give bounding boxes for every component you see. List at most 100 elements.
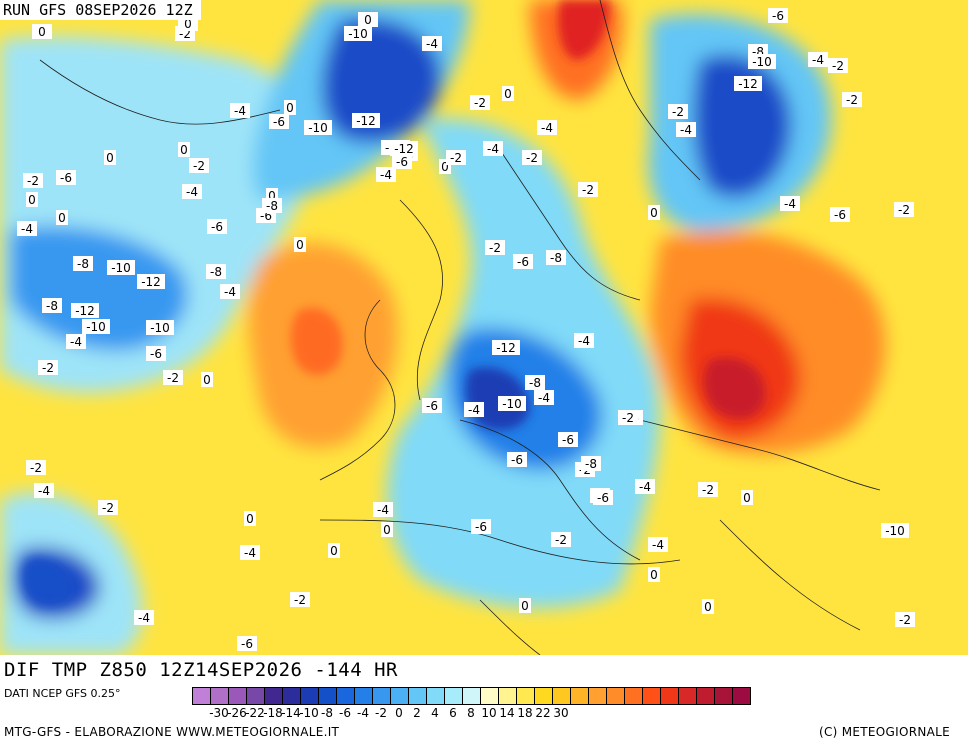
value-label: 0 [381,522,393,537]
value-label: 0 [702,599,714,614]
svg-text:0: 0 [203,373,211,387]
value-label: 0 [648,205,660,220]
svg-text:-12: -12 [75,304,95,318]
value-label: -4 [34,483,54,498]
value-label: -2 [698,482,718,497]
value-label: -4 [220,284,240,299]
anomaly-cores [22,0,766,605]
scale-tick-label: -10 [299,706,319,720]
scale-swatch [643,687,661,705]
value-label: -2 [98,500,118,515]
scale-tick-label: 22 [535,706,551,720]
data-source-label: DATI NCEP GFS 0.25° [4,687,121,700]
svg-text:-2: -2 [672,105,684,119]
value-label: -4 [537,120,557,135]
scale-tick-label: 8 [467,706,475,720]
value-label: -12 [352,113,380,128]
value-label: -2 [618,410,638,425]
value-label: -10 [498,396,526,411]
svg-text:-2: -2 [102,501,114,515]
svg-text:-2: -2 [702,483,714,497]
scale-tick-label: 30 [553,706,569,720]
value-label: -2 [290,592,310,607]
color-scale [192,687,751,705]
svg-text:-6: -6 [241,637,253,651]
value-label: -8 [206,264,226,279]
value-label: -4 [574,333,594,348]
svg-text:-6: -6 [511,453,523,467]
value-label: -2 [485,240,505,255]
value-label: -8 [262,198,282,213]
scale-swatch [733,687,751,705]
svg-text:-8: -8 [77,257,89,271]
svg-text:-6: -6 [562,433,574,447]
svg-text:-4: -4 [244,546,256,560]
value-label: -6 [513,254,533,269]
svg-text:0: 0 [383,523,391,537]
color-scale-ticks: -30 -26 -22 -18 -14 -10 -8 -6 -4 -2 0 2 4 6 8 10 14 18 22 3… [192,706,968,722]
value-label: 0 [519,598,531,613]
svg-text:-2: -2 [42,361,54,375]
scale-swatch [193,687,211,705]
value-label: -2 [842,92,862,107]
value-label: -4 [676,122,696,137]
run-label: RUN GFS 08SEP2026 12Z [0,0,201,20]
svg-text:0: 0 [286,101,294,115]
scale-swatch [391,687,409,705]
svg-text:-2: -2 [898,203,910,217]
svg-text:-2: -2 [622,411,634,425]
svg-text:-8: -8 [266,199,278,213]
value-label: -4 [808,52,828,67]
svg-text:-10: -10 [111,261,131,275]
value-label: -6 [507,452,527,467]
svg-text:-2: -2 [30,461,42,475]
value-label: -6 [471,519,491,534]
value-label: 0 [741,490,753,505]
value-label: -4 [780,196,800,211]
value-label: -6 [558,432,578,447]
value-label: 0 [502,86,514,101]
svg-text:0: 0 [704,600,712,614]
svg-text:0: 0 [28,193,36,207]
svg-text:-10: -10 [86,320,106,334]
scale-swatch [679,687,697,705]
svg-text:-4: -4 [652,538,664,552]
value-label: -10 [748,54,776,69]
value-label: 0 [201,372,213,387]
svg-text:0: 0 [106,151,114,165]
scale-tick-label: -30 [209,706,229,720]
svg-text:0: 0 [330,544,338,558]
scale-swatch [283,687,301,705]
scale-tick-label: 10 [481,706,497,720]
svg-text:-6: -6 [834,208,846,222]
scale-swatch [247,687,265,705]
svg-text:-2: -2 [474,96,486,110]
scale-swatch [409,687,427,705]
svg-text:-6: -6 [517,255,529,269]
svg-text:-4: -4 [578,334,590,348]
value-label: -12 [390,141,418,156]
value-label: -12 [71,303,99,318]
value-label: -6 [56,170,76,185]
value-label: -2 [163,370,183,385]
scale-tick-label: 6 [449,706,457,720]
value-label: -4 [17,221,37,236]
value-label: -2 [446,150,466,165]
svg-text:-2: -2 [294,593,306,607]
svg-text:-2: -2 [179,27,191,41]
value-label: -4 [648,537,668,552]
svg-text:-6: -6 [273,115,285,129]
value-label: -6 [768,8,788,23]
value-label: -4 [635,479,655,494]
value-label: 0 [36,24,48,39]
svg-text:-6: -6 [475,520,487,534]
value-label: -2 [894,202,914,217]
scale-swatch [319,687,337,705]
svg-text:0: 0 [246,512,254,526]
value-label: -4 [230,103,250,118]
scale-swatch [697,687,715,705]
value-label: -8 [525,375,545,390]
svg-text:-4: -4 [186,185,198,199]
svg-text:-4: -4 [812,53,824,67]
value-label: -10 [82,319,110,334]
